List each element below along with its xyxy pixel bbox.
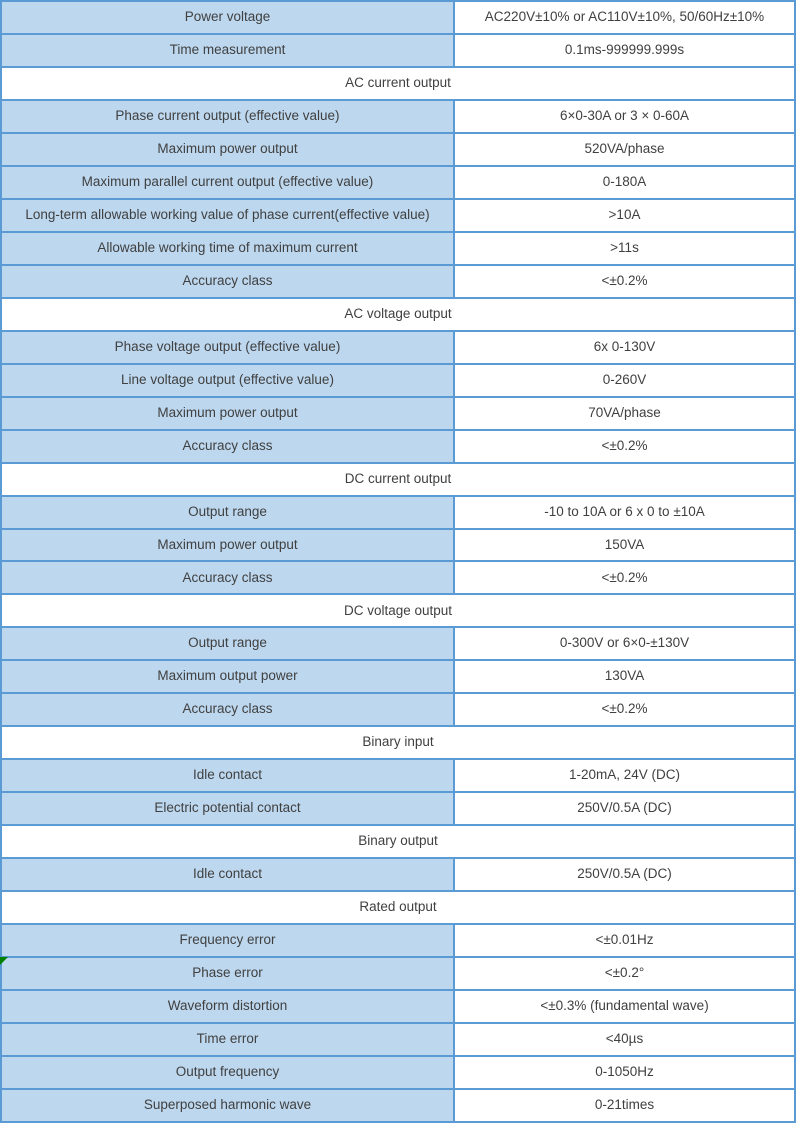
section-title: Binary input [2, 727, 794, 759]
spec-row: Idle contact 1-20mA, 24V (DC) [2, 760, 794, 794]
spec-value-cell: <±0.2% [455, 265, 794, 297]
spec-row: Allowable working time of maximum curren… [2, 232, 794, 266]
spec-value-cell: -10 to 10A or 6 x 0 to ±10A [455, 496, 794, 528]
spec-label-cell: Phase error [2, 958, 455, 990]
spec-row: Maximum power output 150VA [2, 529, 794, 563]
spec-row: Accuracy class <±0.2% [2, 265, 794, 299]
spec-value-cell: 0.1ms-999999.999s [455, 34, 794, 66]
spec-row: Phase current output (effective value) 6×… [2, 100, 794, 134]
spec-label-cell: Waveform distortion [2, 991, 455, 1023]
section-title: AC voltage output [2, 298, 794, 330]
spec-row: Electric potential contact 250V/0.5A (DC) [2, 793, 794, 827]
spec-row: Frequency error <±0.01Hz [2, 925, 794, 959]
spec-row: Accuracy class <±0.2% [2, 562, 794, 596]
section-header-row: DC current output [2, 463, 794, 497]
spec-value-cell: 70VA/phase [455, 397, 794, 429]
spec-row: Long-term allowable working value of pha… [2, 199, 794, 233]
spec-value-cell: <±0.3% (fundamental wave) [455, 991, 794, 1023]
section-title: Rated output [2, 892, 794, 924]
spec-value-cell: 520VA/phase [455, 133, 794, 165]
spec-value-cell: 0-180A [455, 166, 794, 198]
spec-label-cell: Maximum parallel current output (effecti… [2, 166, 455, 198]
section-header-row: AC voltage output [2, 298, 794, 332]
spec-row: Idle contact 250V/0.5A (DC) [2, 859, 794, 893]
spec-label-cell: Allowable working time of maximum curren… [2, 232, 455, 264]
spec-row: Waveform distortion <±0.3% (fundamental w… [2, 991, 794, 1025]
spec-value-cell: 0-260V [455, 364, 794, 396]
section-header-row: Rated output [2, 892, 794, 926]
spec-label-cell: Output frequency [2, 1057, 455, 1088]
spec-label-cell: Idle contact [2, 859, 455, 891]
spec-value-cell: <±0.01Hz [455, 925, 794, 957]
spec-row: Time error <40µs [2, 1024, 794, 1057]
spec-value-cell: 0-21times [455, 1089, 794, 1121]
spec-row: Line voltage output (effective value) 0-2… [2, 364, 794, 398]
spec-label-cell: Time measurement [2, 34, 455, 66]
spec-label-cell: Maximum power output [2, 529, 455, 561]
spec-label-cell: Idle contact [2, 760, 455, 792]
spec-value-cell: 250V/0.5A (DC) [455, 793, 794, 825]
spec-label-cell: Accuracy class [2, 694, 455, 726]
spec-value-cell: 1-20mA, 24V (DC) [455, 760, 794, 792]
spec-row: Power voltage AC220V±10% or AC110V±10%, 5… [2, 2, 794, 35]
spec-label-cell: Maximum power output [2, 397, 455, 429]
spec-value-cell: 0-300V or 6×0-±130V [455, 628, 794, 660]
section-title: AC current output [2, 67, 794, 99]
spec-label-cell: Line voltage output (effective value) [2, 364, 455, 396]
spec-value-cell: <±0.2% [455, 430, 794, 462]
spec-label-cell: Output range [2, 628, 455, 660]
spec-label-cell: Accuracy class [2, 430, 455, 462]
spec-label-cell: Electric potential contact [2, 793, 455, 825]
spec-label-cell: Power voltage [2, 2, 455, 33]
spec-value-cell: >10A [455, 199, 794, 231]
spec-row: Output range -10 to 10A or 6 x 0 to ±10A [2, 496, 794, 530]
spec-row: Maximum power output 520VA/phase [2, 133, 794, 167]
spec-label-cell: Long-term allowable working value of pha… [2, 199, 455, 231]
spec-value-cell: 130VA [455, 661, 794, 693]
spec-value-cell: <±0.2% [455, 694, 794, 726]
spec-value-cell: 6x 0-130V [455, 331, 794, 363]
spec-row: Superposed harmonic wave 0-21times [2, 1089, 794, 1121]
section-header-row: Binary input [2, 727, 794, 761]
spec-label-cell: Output range [2, 496, 455, 528]
spec-row: Accuracy class <±0.2% [2, 430, 794, 464]
spec-row: Maximum power output 70VA/phase [2, 397, 794, 431]
spec-label-cell: Maximum power output [2, 133, 455, 165]
spec-value-cell: 250V/0.5A (DC) [455, 859, 794, 891]
spec-value-cell: <±0.2% [455, 562, 794, 594]
spec-value-cell: 6×0-30A or 3 × 0-60A [455, 100, 794, 132]
section-header-row: Binary output [2, 826, 794, 860]
section-title: Binary output [2, 826, 794, 858]
spec-value-cell: AC220V±10% or AC110V±10%, 50/60Hz±10% [455, 2, 794, 33]
spec-label-cell: Superposed harmonic wave [2, 1089, 455, 1121]
spec-label-cell: Accuracy class [2, 562, 455, 594]
spec-value-cell: <±0.2° [455, 958, 794, 990]
spec-row: Phase error <±0.2° [2, 958, 794, 992]
spec-label-cell: Frequency error [2, 925, 455, 957]
spec-label-cell: Accuracy class [2, 265, 455, 297]
spec-label-cell: Phase voltage output (effective value) [2, 331, 455, 363]
spec-value-cell: 0-1050Hz [455, 1057, 794, 1088]
spec-row: Time measurement 0.1ms-999999.999s [2, 34, 794, 68]
spec-label-cell: Phase current output (effective value) [2, 100, 455, 132]
spec-row: Phase voltage output (effective value) 6x… [2, 331, 794, 365]
spec-label-cell: Time error [2, 1024, 455, 1055]
spec-row: Maximum output power 130VA [2, 661, 794, 695]
section-title: DC current output [2, 463, 794, 495]
spec-row: Maximum parallel current output (effecti… [2, 166, 794, 200]
section-header-row: AC current output [2, 67, 794, 101]
spec-row: Accuracy class <±0.2% [2, 694, 794, 728]
spec-label-cell: Maximum output power [2, 661, 455, 693]
spec-row: Output range 0-300V or 6×0-±130V [2, 628, 794, 662]
section-title: DC voltage output [2, 595, 794, 627]
spec-row: Output frequency 0-1050Hz [2, 1057, 794, 1090]
spec-value-cell: <40µs [455, 1024, 794, 1055]
spec-value-cell: 150VA [455, 529, 794, 561]
section-header-row: DC voltage output [2, 595, 794, 629]
spec-value-cell: >11s [455, 232, 794, 264]
